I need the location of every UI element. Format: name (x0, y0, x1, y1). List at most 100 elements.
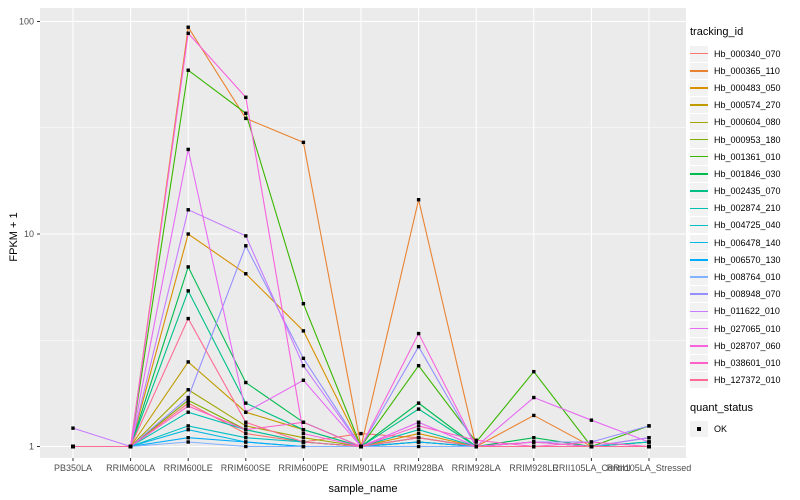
data-point (416, 344, 421, 349)
legend-key (690, 372, 708, 389)
data-point (301, 140, 306, 145)
legend-key-line (690, 362, 708, 364)
data-point (244, 272, 248, 276)
data-point (532, 444, 536, 449)
data-point (416, 198, 421, 202)
data-point (301, 427, 306, 432)
legend-item-label: Hb_038601_010 (714, 357, 781, 368)
data-point (186, 424, 190, 428)
data-point (416, 401, 421, 405)
y-tick-label: 1 (29, 442, 34, 452)
legend-key-line (690, 87, 708, 89)
data-point (244, 95, 248, 99)
legend-key (690, 148, 708, 165)
legend-item: Hb_002435_070 (690, 183, 800, 200)
legend-title-tracking-id: tracking_id (690, 26, 744, 38)
legend-key-line (690, 155, 708, 158)
data-point (244, 420, 248, 424)
legend-key (690, 217, 708, 234)
x-tick-label: RRIM928LE (509, 463, 558, 473)
x-tick-label: RRIM600PE (278, 463, 328, 473)
legend-key (690, 234, 708, 251)
legend-item: Hb_000483_050 (690, 79, 800, 96)
legend-key-line (690, 276, 708, 278)
x-axis-title: sample_name (328, 483, 398, 495)
legend-key (690, 421, 708, 438)
data-point (416, 420, 421, 424)
x-tick-label: RRIM928LA (452, 463, 501, 473)
legend-item: Hb_000365_110 (690, 62, 800, 79)
legend-key (690, 354, 708, 371)
data-point (532, 413, 536, 418)
legend-key-line (690, 104, 708, 106)
legend-item-label: Hb_004725_040 (714, 220, 781, 231)
data-point (244, 244, 248, 248)
legend-item: Hb_002874_210 (690, 200, 800, 217)
legend-key (690, 320, 708, 337)
x-tick-label: RRIM600LA (106, 463, 155, 473)
data-point (186, 147, 190, 152)
legend-item-label: Hb_000574_270 (714, 100, 781, 111)
legend-item: Hb_001846_030 (690, 165, 800, 182)
legend-item: Hb_000604_080 (690, 114, 800, 131)
legend-key (690, 251, 708, 268)
legend-item: Hb_127372_010 (690, 372, 800, 389)
y-tick-label: 100 (19, 17, 34, 27)
legend-key-line (690, 241, 708, 244)
data-point (186, 316, 190, 321)
data-point (244, 410, 248, 414)
data-point (301, 440, 306, 444)
legend-items: Hb_000340_070 Hb_000365_110 Hb_000483_050 H… (690, 45, 800, 389)
legend-item: Hb_027065_010 (690, 320, 800, 337)
data-point (474, 444, 478, 449)
legend-item: Hb_000340_070 (690, 45, 800, 62)
x-tick-label: RRIM901LA (336, 463, 385, 473)
data-point (186, 232, 190, 236)
data-point (244, 424, 248, 428)
data-point (128, 444, 133, 449)
data-point (416, 331, 421, 336)
legend-item-label: Hb_000953_180 (714, 134, 781, 145)
data-point (186, 360, 190, 364)
data-point (186, 401, 190, 405)
legend-item-label: Hb_028707_060 (714, 340, 781, 351)
data-point (301, 364, 306, 368)
data-point (301, 356, 306, 361)
data-point (244, 111, 248, 115)
data-point (359, 444, 363, 449)
data-point (474, 440, 478, 444)
legend-key (690, 183, 708, 200)
legend-key-line (690, 70, 708, 72)
data-point (186, 410, 190, 414)
legend: tracking_id Hb_000340_070 Hb_000365_110 Hb… (690, 26, 800, 438)
data-point (71, 426, 75, 430)
data-point (647, 440, 651, 444)
x-tick-label: RRIM600SE (221, 463, 271, 473)
data-point (416, 444, 421, 449)
data-point (186, 398, 190, 402)
data-point (244, 427, 248, 432)
legend-key (690, 114, 708, 131)
legend-item-label: Hb_002435_070 (714, 186, 781, 197)
data-point (186, 208, 190, 212)
data-point (416, 440, 421, 444)
data-point (416, 427, 421, 432)
data-point (186, 427, 190, 432)
data-point (244, 401, 248, 405)
y-axis-title: FPKM + 1 (8, 212, 20, 262)
data-point (359, 431, 363, 436)
legend-item-label: Hb_011622_010 (714, 306, 780, 317)
data-point (244, 440, 248, 444)
data-point (301, 301, 306, 306)
legend-key-line (690, 310, 708, 313)
data-point (301, 329, 306, 333)
data-point (301, 378, 306, 382)
legend-item-label: Hb_008948_070 (714, 289, 781, 300)
legend-key-line (690, 259, 708, 261)
legend-key-line (690, 173, 708, 175)
data-point (532, 440, 536, 444)
data-point (186, 440, 190, 444)
legend-key-line (690, 379, 708, 381)
data-point (474, 438, 478, 442)
